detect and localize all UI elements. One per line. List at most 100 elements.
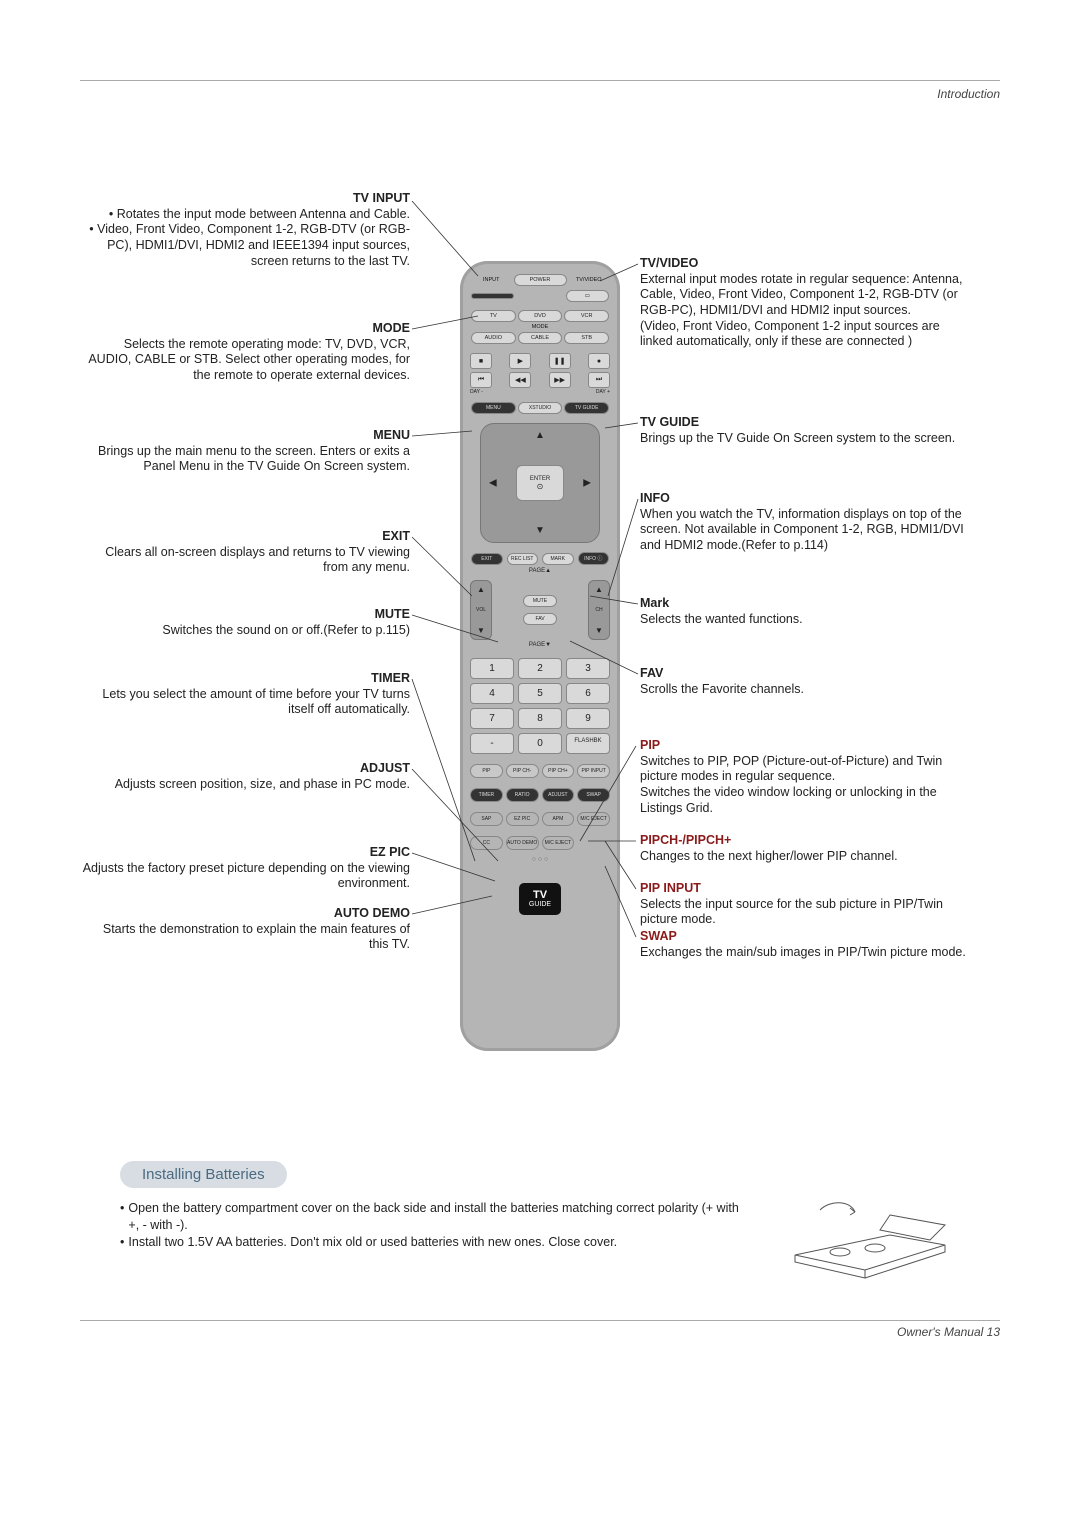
ezpic-btn: EZ PIC bbox=[506, 812, 539, 826]
cc-btn: CC bbox=[470, 836, 503, 850]
dpad-up-icon: ▲ bbox=[535, 430, 545, 441]
remote-mode-vcr: VCR bbox=[564, 310, 609, 322]
sap-btn: SAP bbox=[470, 812, 503, 826]
callout-info-title: INFO bbox=[640, 491, 970, 507]
callout-swap: SWAP Exchanges the main/sub images in PI… bbox=[640, 929, 970, 960]
remote-dots: ○ ○ ○ bbox=[470, 856, 610, 863]
mceject-btn: M/C EJECT bbox=[577, 812, 610, 826]
dpad-left-icon: ◀ bbox=[489, 478, 497, 489]
callout-info-body: When you watch the TV, information displ… bbox=[640, 507, 970, 554]
callout-pip-body: Switches to PIP, POP (Picture-out-of-Pic… bbox=[640, 754, 970, 785]
callout-tvvideo: TV/VIDEO External input modes rotate in … bbox=[640, 256, 970, 350]
callout-exit-body: Clears all on-screen displays and return… bbox=[80, 545, 410, 576]
pipchplus-btn: PIP CH+ bbox=[542, 764, 575, 778]
swap-btn: SWAP bbox=[577, 788, 610, 802]
ratio-btn: RATIO bbox=[506, 788, 539, 802]
callout-pip-body2: Switches the video window locking or unl… bbox=[640, 785, 970, 816]
remote-xstudio-button: XSTUDIO bbox=[518, 402, 563, 414]
remote-pause: ❚❚ bbox=[549, 353, 571, 369]
remote-power-button: POWER bbox=[514, 274, 567, 286]
installing-batteries-text: •Open the battery compartment cover on t… bbox=[120, 1200, 740, 1280]
callout-adjust: ADJUST Adjusts screen position, size, an… bbox=[80, 761, 410, 792]
num-2: 2 bbox=[518, 658, 562, 679]
adjust-btn: ADJUST bbox=[542, 788, 575, 802]
remote-mode-tv: TV bbox=[471, 310, 516, 322]
callout-info: INFO When you watch the TV, information … bbox=[640, 491, 970, 554]
callout-tvguide: TV GUIDE Brings up the TV Guide On Scree… bbox=[640, 415, 970, 446]
callout-mark-title: Mark bbox=[640, 596, 970, 612]
callout-fav: FAV Scrolls the Favorite channels. bbox=[640, 666, 970, 697]
callout-tvguide-title: TV GUIDE bbox=[640, 415, 970, 431]
installing-batteries-badge: Installing Batteries bbox=[120, 1161, 287, 1188]
callout-autodemo-body: Starts the demonstration to explain the … bbox=[80, 922, 410, 953]
callout-mark: Mark Selects the wanted functions. bbox=[640, 596, 970, 627]
remote-tvvideo-button: ▭ bbox=[566, 290, 609, 302]
footer-rule bbox=[80, 1320, 1000, 1321]
callout-mode: MODE Selects the remote operating mode: … bbox=[80, 321, 410, 384]
num-5: 5 bbox=[518, 683, 562, 704]
timer-btn: TIMER bbox=[470, 788, 503, 802]
callout-ezpic-title: EZ PIC bbox=[80, 845, 410, 861]
callout-mode-title: MODE bbox=[80, 321, 410, 337]
install-bullet-2: Install two 1.5V AA batteries. Don't mix… bbox=[128, 1234, 617, 1251]
remote-dpad: ▲ ▼ ◀ ▶ ENTER ⊙ bbox=[480, 423, 600, 543]
callout-pip: PIP Switches to PIP, POP (Picture-out-of… bbox=[640, 738, 970, 816]
num-dash: - bbox=[470, 733, 514, 754]
remote-mode-dvd: DVD bbox=[518, 310, 563, 322]
footer-page-label: Owner's Manual 13 bbox=[80, 1325, 1000, 1339]
remote-vol-rocker: ▲VOL▼ bbox=[470, 580, 492, 640]
remote-ff: ▶▶ bbox=[549, 372, 571, 388]
num-1: 1 bbox=[470, 658, 514, 679]
remote-mode-audio: AUDIO bbox=[471, 332, 516, 344]
remote-mode-label: MODE bbox=[470, 324, 610, 330]
callout-pipinput-body: Selects the input source for the sub pic… bbox=[640, 897, 970, 928]
callout-mode-body: Selects the remote operating mode: TV, D… bbox=[80, 337, 410, 384]
install-bullet-1: Open the battery compartment cover on th… bbox=[128, 1200, 740, 1234]
remote-day-plus: DAY + bbox=[596, 389, 610, 395]
autodemo-btn: AUTO DEMO bbox=[506, 836, 539, 850]
remote-fav-button: FAV bbox=[523, 613, 557, 625]
mceject2-btn: M/C EJECT bbox=[542, 836, 575, 850]
header-rule bbox=[80, 80, 1000, 81]
num-8: 8 bbox=[518, 708, 562, 729]
remote-input-button bbox=[471, 293, 514, 299]
remote-callout-diagram: INPUT POWER TV/VIDEO ▭ TV DVD VCR MODE A… bbox=[80, 201, 1000, 1121]
battery-illustration bbox=[780, 1200, 960, 1280]
callout-menu: MENU Brings up the main menu to the scre… bbox=[80, 428, 410, 475]
enter-target-icon: ⊙ bbox=[537, 482, 544, 491]
callout-tvguide-body: Brings up the TV Guide On Screen system … bbox=[640, 431, 970, 447]
callout-exit: EXIT Clears all on-screen displays and r… bbox=[80, 529, 410, 576]
tvguide-guide: GUIDE bbox=[529, 901, 551, 908]
dpad-down-icon: ▼ bbox=[535, 525, 545, 536]
callout-adjust-title: ADJUST bbox=[80, 761, 410, 777]
callout-tvvideo-body2: (Video, Front Video, Component 1-2 input… bbox=[640, 319, 970, 350]
installing-batteries-section: Installing Batteries •Open the battery c… bbox=[80, 1161, 1000, 1280]
remote-rew: ◀◀ bbox=[509, 372, 531, 388]
bullet-icon: • bbox=[120, 1234, 124, 1251]
remote-mode-cable: CABLE bbox=[518, 332, 563, 344]
callout-swap-title: SWAP bbox=[640, 929, 970, 945]
remote-day-minus: DAY - bbox=[470, 389, 483, 395]
callout-pipch-title: PIPCH-/PIPCH+ bbox=[640, 833, 970, 849]
remote-pageup: PAGE▲ bbox=[470, 568, 610, 574]
remote-skipfwd: ⏭ bbox=[588, 372, 610, 388]
callout-ezpic: EZ PIC Adjusts the factory preset pictur… bbox=[80, 845, 410, 892]
pipinput-btn: PIP INPUT bbox=[577, 764, 610, 778]
callout-pipch: PIPCH-/PIPCH+ Changes to the next higher… bbox=[640, 833, 970, 864]
callout-exit-title: EXIT bbox=[80, 529, 410, 545]
callout-pipinput: PIP INPUT Selects the input source for t… bbox=[640, 881, 970, 928]
callout-ezpic-body: Adjusts the factory preset picture depen… bbox=[80, 861, 410, 892]
remote-mark-button: MARK bbox=[542, 553, 574, 565]
callout-mute: MUTE Switches the sound on or off.(Refer… bbox=[80, 607, 410, 638]
callout-adjust-body: Adjusts screen position, size, and phase… bbox=[80, 777, 410, 793]
tvguide-tv: TV bbox=[533, 890, 547, 901]
callout-pipch-body: Changes to the next higher/lower PIP cha… bbox=[640, 849, 970, 865]
callout-menu-body: Brings up the main menu to the screen. E… bbox=[80, 444, 410, 475]
callout-menu-title: MENU bbox=[80, 428, 410, 444]
num-0: 0 bbox=[518, 733, 562, 754]
callout-tvinput: TV INPUT • Rotates the input mode betwee… bbox=[80, 191, 410, 269]
pip-btn: PIP bbox=[470, 764, 503, 778]
num-4: 4 bbox=[470, 683, 514, 704]
remote-reclist-button: REC LIST bbox=[507, 553, 539, 565]
remote-skipback: ⏮ bbox=[470, 372, 492, 388]
